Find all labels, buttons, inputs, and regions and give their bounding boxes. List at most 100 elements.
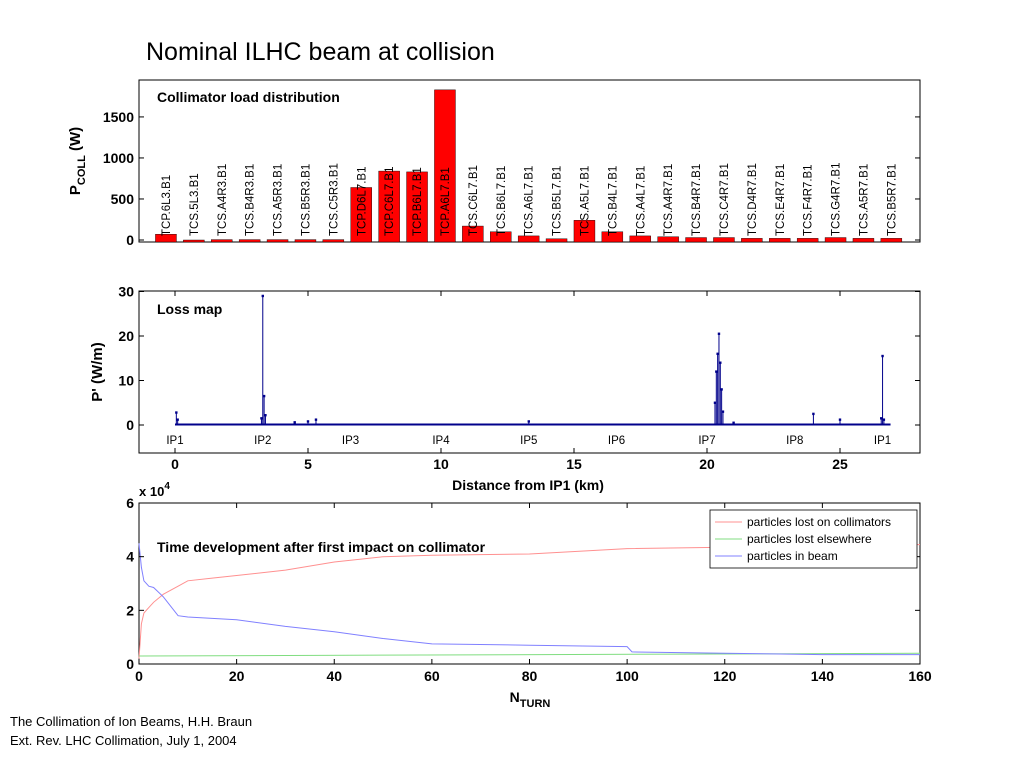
ip-label: IP2 [254,435,271,447]
bar [462,225,484,243]
xtick-label: 25 [832,456,848,472]
panel1-title: Collimator load distribution [157,89,340,105]
bar [238,239,261,243]
panel3-title: Time development after first impact on c… [157,539,486,555]
xtick-label: 0 [171,456,179,472]
bar [211,239,233,243]
category-label: TCS.F4R7.B1 [803,164,815,236]
loss-point [314,418,318,421]
ip-label: IP8 [786,435,803,447]
category-label: TCP.C6L7.B1 [384,167,396,236]
footer-line-2: Ext. Rev. LHC Collimation, July 1, 2004 [10,733,237,748]
bar [406,171,428,243]
panel3-yexp: x 104 [139,481,170,499]
xtick-label: 15 [566,456,582,472]
category-label: TCP.B6L7.B1 [412,167,424,236]
category-label: TCS.D4R7.B1 [747,163,759,236]
bar [741,238,763,243]
category-label: TCS.A5R7.B1 [858,164,870,236]
collimator-load-panel: Collimator load distribution 0 500 1000 150… [67,79,921,248]
panel1-ylabel: PCOLL (W) [67,127,88,195]
legend: particles lost on collimators particles l… [709,509,918,569]
loss-point [713,401,717,404]
loss-point [306,420,310,423]
xtick-label: 10 [433,456,449,472]
series-lost-on-collimators-line [138,544,920,659]
series-in-beam-line [138,543,920,656]
xtick-label: 20 [229,668,245,684]
ytick-label: 0 [126,232,134,248]
panel3-xlabel: NTURN [510,689,551,710]
panel2-ylabel: P' (W/m) [89,342,106,401]
ytick-label: 20 [118,328,134,344]
ip-label: IP7 [698,435,715,447]
bar [796,238,819,243]
loss-point [175,411,178,414]
ytick-label: 500 [111,191,135,207]
category-label: TCS.A5L7.B1 [579,166,591,236]
loss-point [293,421,296,424]
bar [322,239,345,243]
bar [545,238,568,243]
loss-map-panel: Loss map IP1 IP2 IP3 IP4 IP5 IP6 IP7 IP8 IP1 0 5 1… [89,284,921,493]
bar [824,237,847,243]
loss-point [838,418,842,421]
category-label: TCS.B4L7.B1 [607,166,619,236]
loss-point [261,294,264,298]
bar [434,89,456,243]
ytick-label: 0 [126,656,134,672]
category-label: TCS.B5R3.B1 [300,164,312,236]
loss-point [717,332,721,335]
category-label: TCS.5L3.B1 [189,173,201,236]
bar [294,239,317,243]
slide-title: Nominal ILHC beam at collision [146,38,495,66]
panel2-title: Loss map [157,301,222,317]
category-label: TCS.B6L7.B1 [496,166,508,236]
bar [573,220,596,243]
bar [713,237,735,243]
loss-point [716,352,719,355]
loss-point [260,417,263,420]
xtick-label: 5 [304,456,312,472]
loss-point [880,417,883,420]
xtick-label: 100 [615,668,639,684]
bar [852,238,875,243]
category-label: TCP.A6L7.B1 [440,167,452,236]
bar [657,236,679,243]
ip-label: IP6 [608,435,625,447]
loss-point [721,410,725,413]
bar [155,234,177,243]
category-label: TCS.B4R3.B1 [245,164,257,236]
xtick-label: 0 [135,668,143,684]
ip-label: IP3 [342,435,359,447]
loss-point [715,370,718,373]
category-label: TCS.C4R7.B1 [719,163,731,236]
bar [490,231,512,243]
loss-point [264,414,267,417]
ip-label: IP1 [874,435,891,447]
category-label: TCS.B5L7.B1 [552,166,564,236]
category-label: TCS.A4R3.B1 [217,164,229,236]
category-label: TCS.A5R3.B1 [273,164,285,236]
legend-box [709,509,918,569]
ytick-label: 2 [126,602,134,618]
xtick-label: 140 [811,668,835,684]
ytick-label: 1500 [103,109,134,125]
category-label: TCS.B4R7.B1 [691,164,703,236]
xtick-label: 20 [699,456,715,472]
legend-label: particles in beam [747,549,838,563]
loss-point [882,418,886,421]
category-label: TCS.C5R3.B1 [328,163,340,236]
category-label: TCS.E4R7.B1 [775,164,787,236]
loss-point [732,421,735,424]
category-label: TCS.A4L7.B1 [635,166,647,236]
bar [769,238,791,243]
category-label: TCS.A6L7.B1 [524,166,536,236]
xtick-label: 120 [713,668,737,684]
legend-label: particles lost elsewhere [747,532,872,546]
ytick-label: 1000 [103,150,134,166]
ytick-label: 6 [126,495,134,511]
category-label: TCS.B5R7.B1 [886,164,898,236]
category-label: TCP.6L3.B1 [161,175,173,236]
category-label: TCP.D6L7.B1 [356,167,368,236]
